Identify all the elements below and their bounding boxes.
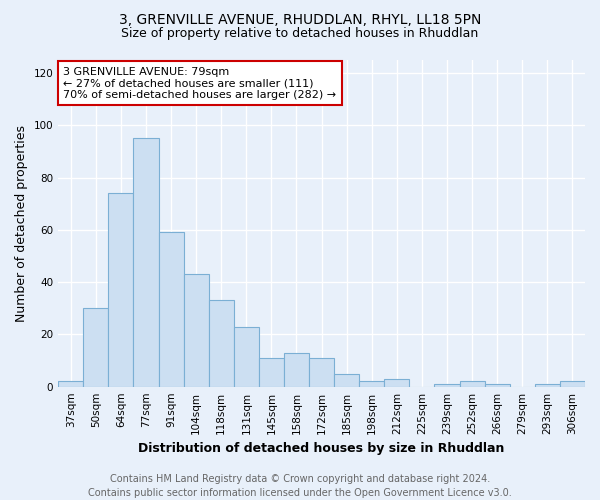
- Text: Size of property relative to detached houses in Rhuddlan: Size of property relative to detached ho…: [121, 28, 479, 40]
- Bar: [434, 384, 460, 386]
- Bar: [109, 194, 133, 386]
- Bar: [385, 379, 409, 386]
- Bar: [334, 374, 359, 386]
- Bar: [560, 382, 585, 386]
- Bar: [184, 274, 209, 386]
- Bar: [259, 358, 284, 386]
- Bar: [83, 308, 109, 386]
- Y-axis label: Number of detached properties: Number of detached properties: [15, 125, 28, 322]
- Bar: [234, 326, 259, 386]
- Bar: [284, 352, 309, 386]
- X-axis label: Distribution of detached houses by size in Rhuddlan: Distribution of detached houses by size …: [139, 442, 505, 455]
- Bar: [209, 300, 234, 386]
- Bar: [58, 382, 83, 386]
- Bar: [133, 138, 158, 386]
- Bar: [309, 358, 334, 386]
- Bar: [460, 382, 485, 386]
- Text: 3 GRENVILLE AVENUE: 79sqm
← 27% of detached houses are smaller (111)
70% of semi: 3 GRENVILLE AVENUE: 79sqm ← 27% of detac…: [64, 66, 337, 100]
- Bar: [359, 382, 385, 386]
- Bar: [535, 384, 560, 386]
- Bar: [485, 384, 510, 386]
- Text: 3, GRENVILLE AVENUE, RHUDDLAN, RHYL, LL18 5PN: 3, GRENVILLE AVENUE, RHUDDLAN, RHYL, LL1…: [119, 12, 481, 26]
- Text: Contains HM Land Registry data © Crown copyright and database right 2024.
Contai: Contains HM Land Registry data © Crown c…: [88, 474, 512, 498]
- Bar: [158, 232, 184, 386]
